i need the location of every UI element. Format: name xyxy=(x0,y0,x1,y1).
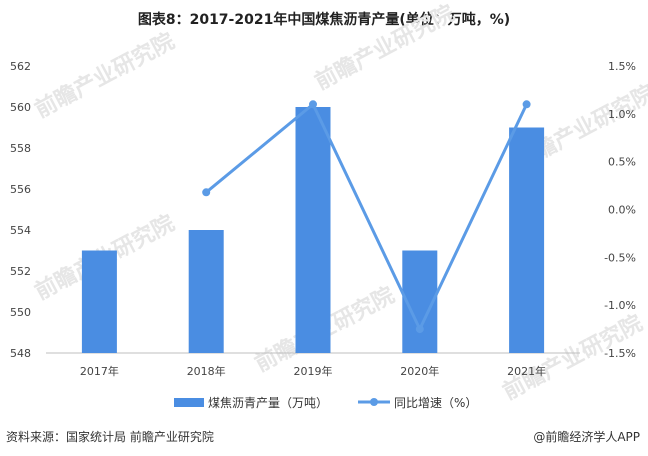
growth-point xyxy=(309,100,317,109)
growth-point xyxy=(202,188,211,197)
legend-bar-swatch xyxy=(174,398,204,407)
y-right-tick-label: -1.0% xyxy=(604,299,636,312)
y-right-tick-label: 0.0% xyxy=(608,204,636,217)
y-left-tick-label: 558 xyxy=(10,142,31,155)
x-tick-label: 2017年 xyxy=(80,364,119,378)
bar xyxy=(81,250,117,353)
x-tick-label: 2018年 xyxy=(187,364,226,378)
x-tick-label: 2021年 xyxy=(507,364,546,378)
line-series xyxy=(202,100,531,334)
y-right-tick-label: 1.0% xyxy=(608,108,636,121)
y-left-tick-label: 548 xyxy=(10,347,31,360)
y-left-tick-label: 552 xyxy=(10,265,31,278)
x-tick-label: 2020年 xyxy=(400,364,439,378)
chart-title: 图表8：2017-2021年中国煤焦沥青产量(单位：万吨，%) xyxy=(137,12,511,28)
y-left-tick-label: 554 xyxy=(10,224,31,237)
bar-series xyxy=(81,107,545,353)
watermark-layer: 前瞻产业研究院前瞻产业研究院前瞻产业研究院前瞻产业研究院前瞻产业研究院前瞻产业研… xyxy=(31,0,648,405)
legend-line-label: 同比增速（%） xyxy=(394,396,477,410)
y-right-tick-label: -0.5% xyxy=(604,251,636,264)
growth-point xyxy=(522,100,531,109)
growth-line xyxy=(205,102,528,331)
credit-note: @前瞻经济学人APP xyxy=(533,430,640,444)
y-right-tick-label: -1.5% xyxy=(604,347,636,360)
y-right-tick-label: 0.5% xyxy=(608,156,636,169)
source-note: 资料来源：国家统计局 前瞻产业研究院 xyxy=(6,430,214,444)
y-left-tick-label: 556 xyxy=(10,183,31,196)
watermark-text: 前瞻产业研究院 xyxy=(311,0,459,95)
legend-bar-label: 煤焦沥青产量（万吨） xyxy=(208,396,328,410)
y-right-tick-label: 1.5% xyxy=(608,60,636,73)
watermark-text: 前瞻产业研究院 xyxy=(31,28,179,123)
y-left-tick-label: 560 xyxy=(10,101,31,114)
y-left-tick-label: 550 xyxy=(10,306,31,319)
bar xyxy=(509,127,545,353)
axes: 548 550 552 554 556 558 560 562 -1.5% -1.0% -0.5% 0… xyxy=(10,60,636,378)
bar xyxy=(295,107,331,353)
legend: 煤焦沥青产量（万吨） 同比增速（%） xyxy=(174,396,477,410)
legend-line-marker xyxy=(370,398,378,406)
x-tick-label: 2019年 xyxy=(294,364,333,378)
bar xyxy=(188,230,224,353)
growth-point xyxy=(415,325,424,334)
y-left-tick-label: 562 xyxy=(10,60,31,73)
